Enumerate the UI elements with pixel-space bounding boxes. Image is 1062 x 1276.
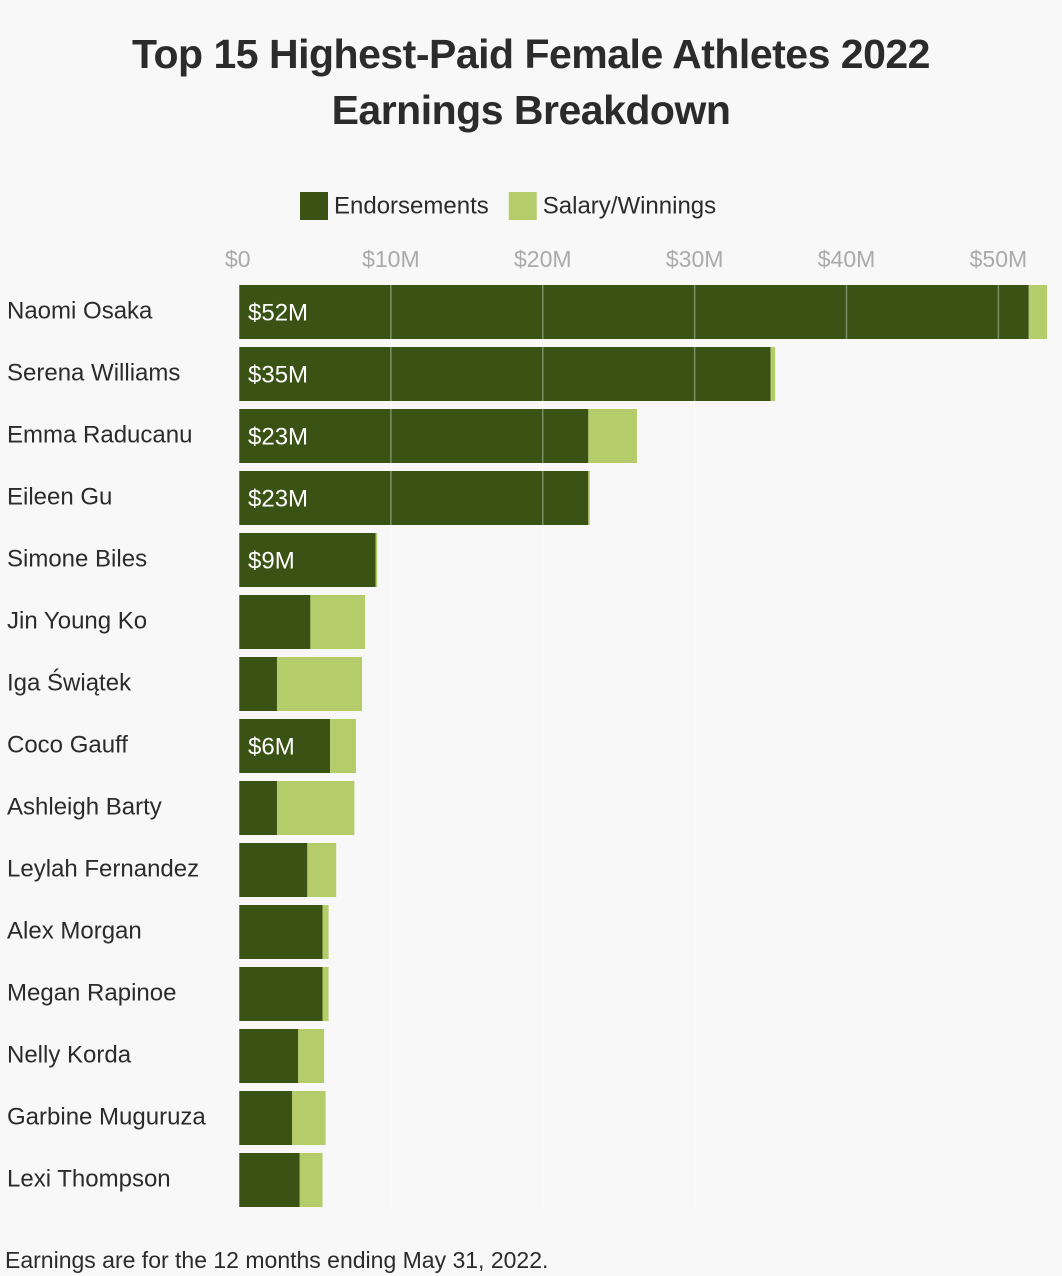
category-label: Serena Williams (7, 359, 180, 386)
category-label: Eileen Gu (7, 483, 112, 510)
bar-segment (1028, 285, 1047, 339)
footnote: Earnings are for the 12 months ending Ma… (5, 1247, 548, 1273)
category-label: Ashleigh Barty (7, 793, 162, 820)
bar-segment (375, 533, 378, 587)
legend-swatch (508, 192, 537, 220)
category-label: Emma Raducanu (7, 421, 192, 448)
legend-label: Salary/Winnings (543, 192, 716, 219)
bar-segment (239, 1153, 300, 1207)
bar-segment (588, 471, 590, 525)
category-label: Naomi Osaka (7, 297, 153, 324)
bar-segment (239, 409, 589, 463)
bar-segment (239, 1029, 299, 1083)
chart-title: Top 15 Highest-Paid Female Athletes 2022… (132, 31, 930, 133)
category-label: Lexi Thompson (7, 1165, 171, 1192)
x-tick-label: $30M (666, 246, 724, 272)
category-label: Nelly Korda (7, 1041, 132, 1068)
value-label: $52M (248, 299, 308, 326)
x-tick-label: $50M (970, 246, 1028, 272)
category-label: Jin Young Ko (7, 607, 147, 634)
bar-segment (322, 905, 329, 959)
bar-segment (276, 657, 363, 711)
x-tick-label: $20M (514, 246, 572, 272)
bar-segment (307, 843, 337, 897)
category-label: Alex Morgan (7, 917, 142, 944)
bar-segment (239, 347, 771, 401)
bar-segment (292, 1091, 326, 1145)
bar-segment (239, 1091, 293, 1145)
bar-segment (276, 781, 355, 835)
bar-segment (239, 657, 277, 711)
category-label: Megan Rapinoe (7, 979, 176, 1006)
legend-label: Endorsements (334, 192, 489, 219)
bar-segment (322, 967, 329, 1021)
bar-segment (239, 595, 311, 649)
bar-segment (239, 843, 308, 897)
bar-segment (239, 967, 323, 1021)
category-label: Simone Biles (7, 545, 147, 572)
value-label: $6M (248, 733, 295, 760)
x-tick-label: $10M (362, 246, 420, 272)
x-tick-label: $40M (818, 246, 876, 272)
bar-segment (588, 409, 637, 463)
bar-segment (239, 285, 1029, 339)
category-label: Leylah Fernandez (7, 855, 199, 882)
bar-segment (239, 533, 376, 587)
bar-segment (770, 347, 776, 401)
bar-segment (310, 595, 366, 649)
value-label: $9M (248, 547, 295, 574)
bar-segment (299, 1153, 323, 1207)
bar-segment (239, 719, 331, 773)
category-label: Iga Świątek (7, 668, 132, 696)
bar-segment (239, 905, 323, 959)
value-label: $23M (248, 423, 308, 450)
legend-swatch (300, 192, 328, 220)
category-label: Garbine Muguruza (7, 1103, 206, 1130)
category-label: Coco Gauff (7, 731, 128, 758)
x-tick-label: $0 (225, 246, 251, 272)
value-label: $23M (248, 485, 308, 512)
value-label: $35M (248, 361, 308, 388)
bar-segment (239, 781, 277, 835)
bar-segment (239, 471, 589, 525)
bar-segment (298, 1029, 325, 1083)
bar-segment (330, 719, 356, 773)
